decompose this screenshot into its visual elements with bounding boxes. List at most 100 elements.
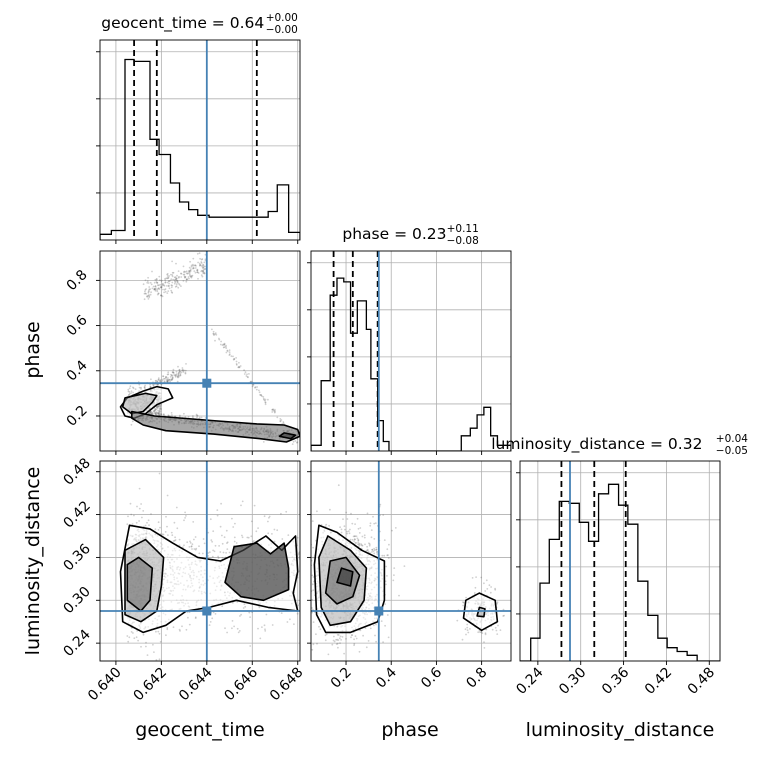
sample-point [147, 282, 150, 284]
truth-marker [202, 378, 212, 388]
sample-point [180, 276, 183, 278]
sample-point [157, 287, 159, 290]
sample-point [170, 378, 173, 381]
sample-point [298, 553, 300, 556]
panel-plot-area [100, 40, 300, 240]
sample-point [176, 280, 179, 283]
sample-point [228, 349, 231, 351]
sample-point [387, 554, 389, 556]
sample-point [363, 536, 366, 539]
y-tick-label-phase: 0.6 [64, 312, 91, 339]
sample-point [196, 252, 199, 255]
sample-point [160, 286, 162, 289]
sample-point [225, 552, 228, 554]
sample-point [386, 548, 389, 551]
sample-point [279, 420, 282, 422]
sample-point [173, 372, 175, 374]
sample-point [217, 557, 220, 559]
sample-point [208, 624, 211, 626]
sample-point [152, 385, 155, 387]
sample-point [149, 411, 152, 414]
sample-point [221, 534, 223, 537]
sample-point [148, 286, 151, 288]
sample-point [138, 386, 141, 389]
sample-point [152, 413, 155, 415]
sample-point [189, 540, 191, 543]
sample-point [337, 639, 340, 641]
sample-point [177, 372, 180, 374]
sample-point [353, 638, 355, 641]
sample-point [382, 514, 385, 516]
sample-point [135, 636, 138, 639]
truth-marker [202, 606, 212, 616]
sample-point [475, 576, 477, 578]
sample-point [462, 601, 464, 603]
sample-point [222, 346, 225, 349]
sample-point [274, 408, 276, 411]
x-tick-label-geocent_time: 0.644 [176, 664, 216, 704]
histogram-phase [311, 277, 511, 451]
sample-point [188, 270, 191, 273]
sample-point [362, 634, 364, 637]
sample-point [242, 607, 245, 609]
sample-point [333, 640, 336, 643]
y-tick-label-luminosity_distance: 0.42 [60, 498, 93, 531]
sample-point [193, 267, 195, 270]
sample-point [158, 407, 161, 410]
sample-point [178, 371, 181, 374]
sample-point [162, 288, 164, 291]
sample-point [175, 506, 178, 509]
sample-point [158, 472, 161, 475]
sample-point [311, 598, 313, 601]
sample-point [194, 267, 197, 269]
sample-point [157, 521, 160, 524]
sample-point [344, 528, 346, 531]
sample-point [221, 542, 224, 545]
sample-point [211, 555, 214, 558]
sample-point [195, 413, 198, 416]
sample-point [210, 539, 213, 541]
sample-point [185, 278, 188, 281]
sample-point [224, 345, 227, 348]
sample-point [184, 371, 187, 374]
sample-point [296, 441, 299, 443]
sample-point [154, 288, 156, 290]
sample-point [157, 292, 160, 295]
sample-point [221, 344, 224, 347]
sample-point [282, 421, 285, 423]
sample-point [370, 536, 373, 539]
sample-point [494, 588, 497, 591]
sample-point [160, 403, 162, 406]
sample-point [376, 553, 379, 555]
sample-point [138, 520, 141, 522]
sample-point [316, 510, 318, 513]
sample-point [167, 284, 170, 287]
sample-point [286, 621, 289, 623]
sample-point [157, 406, 159, 409]
sample-point [132, 632, 134, 634]
sample-point [462, 601, 465, 604]
x-tick-label-geocent_time: 0.646 [221, 664, 261, 704]
sample-point [306, 572, 308, 574]
sample-point [372, 550, 375, 553]
sample-point [174, 278, 177, 280]
sample-point [374, 634, 376, 637]
sample-point [353, 644, 355, 647]
histogram-geocent_time [100, 58, 300, 240]
sample-point [306, 562, 308, 564]
x-axis-label-phase: phase [381, 719, 438, 741]
sample-point [358, 544, 361, 547]
sample-point [146, 296, 149, 298]
sample-point [165, 376, 167, 379]
sample-point [177, 270, 180, 272]
sample-point [190, 264, 193, 267]
sample-point [167, 534, 169, 536]
sample-point [196, 269, 199, 272]
panel-plot-area [520, 461, 720, 661]
sample-point [152, 285, 155, 288]
sample-point [232, 355, 234, 358]
sample-point [176, 375, 179, 378]
sample-point [164, 279, 167, 282]
sample-point [353, 538, 356, 541]
sample-point [354, 664, 356, 666]
